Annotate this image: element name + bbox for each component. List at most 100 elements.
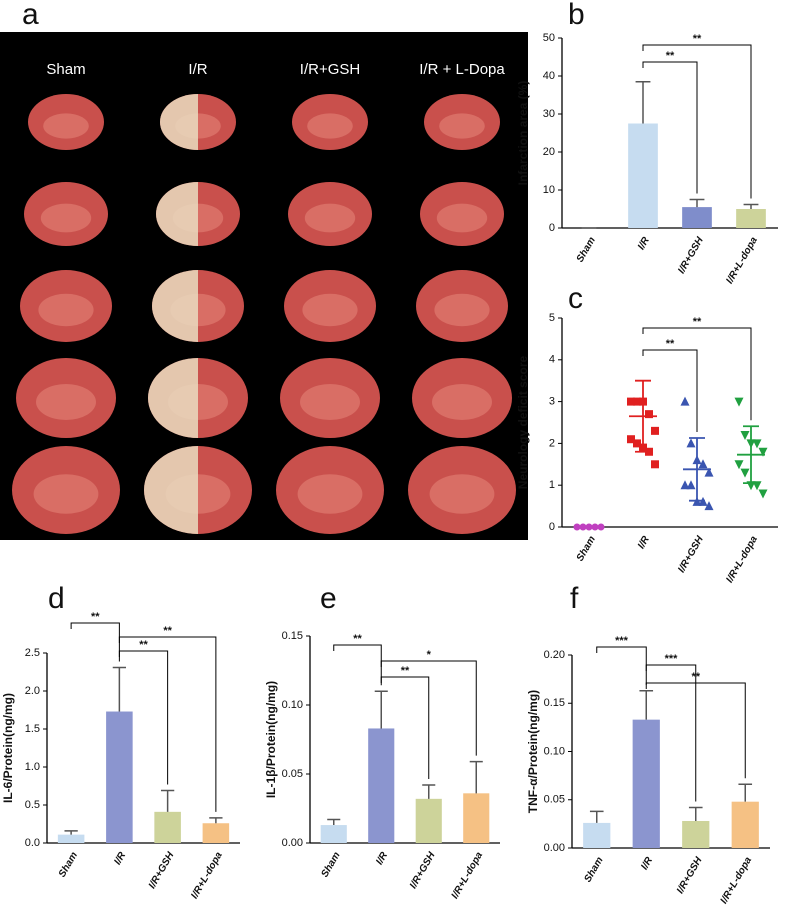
- mean-sd: [683, 437, 711, 502]
- point: [758, 447, 768, 457]
- x-tick-label: I/R+L-dopa: [450, 850, 486, 901]
- significance-bracket: [642, 327, 752, 421]
- x-tick-label: I/R+L-dopa: [189, 850, 225, 901]
- infarct-region: [148, 358, 198, 438]
- significance-label: **: [139, 639, 148, 651]
- x-tick-label: Sham: [57, 850, 80, 879]
- y-tick-label: 0: [549, 222, 555, 234]
- significance-bracket: [642, 349, 698, 432]
- point: [740, 431, 750, 441]
- significance-label: ***: [665, 653, 679, 665]
- bar: [731, 801, 759, 848]
- brain-slice-highlight: [33, 474, 99, 514]
- panel-label: e: [320, 582, 337, 615]
- error-bar: [743, 203, 759, 209]
- point: [633, 439, 641, 448]
- panel-label: b: [568, 0, 585, 31]
- significance-bracket: [596, 646, 647, 685]
- bar: [202, 823, 230, 843]
- x-tick-label: Sham: [582, 855, 605, 884]
- bar: [415, 798, 442, 843]
- brain-slice-highlight: [439, 113, 485, 139]
- x-tick-label: I/R+GSH: [676, 235, 706, 276]
- brain-slice-highlight: [38, 293, 94, 327]
- significance-bracket: [70, 622, 120, 662]
- column-label: I/R + L-Dopa: [419, 61, 505, 78]
- point: [704, 467, 714, 477]
- y-tick-label: 0: [549, 521, 555, 533]
- y-tick-label: 3: [549, 396, 555, 408]
- y-tick-label: 10: [543, 184, 555, 196]
- x-tick-label: I/R+GSH: [675, 855, 705, 896]
- point: [627, 435, 635, 444]
- significance-bracket: [642, 61, 698, 194]
- significance-bracket: [380, 660, 477, 756]
- x-tick-label: Sham: [575, 534, 598, 563]
- y-tick-label: 50: [543, 32, 555, 44]
- infarct-region: [156, 182, 198, 246]
- panel-label: d: [48, 582, 65, 615]
- y-tick-label: 1.0: [25, 761, 40, 773]
- bar: [368, 728, 395, 843]
- x-tick-label: I/R+L-dopa: [724, 534, 760, 585]
- x-tick-label: I/R: [636, 235, 652, 252]
- bar: [682, 820, 710, 848]
- x-tick-label: I/R: [636, 534, 652, 551]
- y-tick-label: 30: [543, 108, 555, 120]
- mean-sd: [737, 425, 765, 485]
- error-bar: [738, 783, 753, 802]
- error-bar: [589, 810, 604, 823]
- brain-slice-highlight: [429, 474, 495, 514]
- brain-slice-highlight: [302, 293, 358, 327]
- point: [627, 397, 635, 406]
- point: [651, 460, 659, 469]
- significance-label: **: [666, 338, 675, 350]
- panel-label: f: [570, 582, 579, 615]
- y-tick-label: 0.20: [544, 649, 565, 661]
- significance-bracket: [118, 636, 217, 812]
- y-axis-title: Neurology deficit score: [516, 355, 530, 489]
- point: [686, 438, 696, 448]
- y-tick-label: 2: [549, 437, 555, 449]
- x-tick-label: I/R: [112, 850, 128, 867]
- error-bar: [209, 817, 223, 824]
- x-tick-label: I/R: [639, 855, 655, 872]
- point: [651, 426, 659, 435]
- bar: [57, 834, 85, 843]
- significance-label: **: [91, 611, 100, 623]
- point: [645, 410, 653, 419]
- error-bar: [635, 80, 651, 124]
- error-bar: [422, 784, 436, 799]
- infarct-region: [152, 270, 198, 342]
- bar: [106, 711, 133, 843]
- y-tick-label: 0.05: [544, 794, 565, 806]
- brain-slice-highlight: [307, 113, 353, 139]
- y-tick-label: 0.10: [544, 745, 565, 757]
- significance-bracket: [333, 644, 382, 686]
- brain-slice-highlight: [304, 203, 356, 233]
- point: [752, 439, 762, 449]
- brain-slice-highlight: [434, 293, 490, 327]
- bar: [320, 825, 347, 843]
- infarct-region: [160, 94, 198, 150]
- point: [633, 397, 641, 406]
- error-bar: [112, 666, 127, 712]
- x-tick-label: I/R+GSH: [147, 850, 177, 891]
- column-label: Sham: [46, 61, 85, 78]
- significance-label: **: [353, 633, 362, 645]
- x-tick-label: Sham: [575, 235, 598, 264]
- mean-sd: [629, 379, 657, 453]
- significance-label: **: [693, 33, 702, 45]
- significance-bracket: [380, 676, 430, 780]
- bar: [628, 123, 658, 228]
- point: [704, 501, 714, 511]
- x-tick-label: I/R+GSH: [676, 534, 706, 575]
- brain-slice-highlight: [432, 384, 492, 420]
- significance-label: ***: [615, 635, 629, 647]
- y-tick-label: 0.00: [282, 837, 303, 849]
- column-label: I/R: [188, 61, 207, 78]
- significance-bracket: [645, 664, 697, 802]
- bar: [463, 793, 490, 843]
- y-tick-label: 4: [549, 354, 555, 366]
- y-axis-title: TNF-α/Protein(ng/mg): [526, 690, 540, 813]
